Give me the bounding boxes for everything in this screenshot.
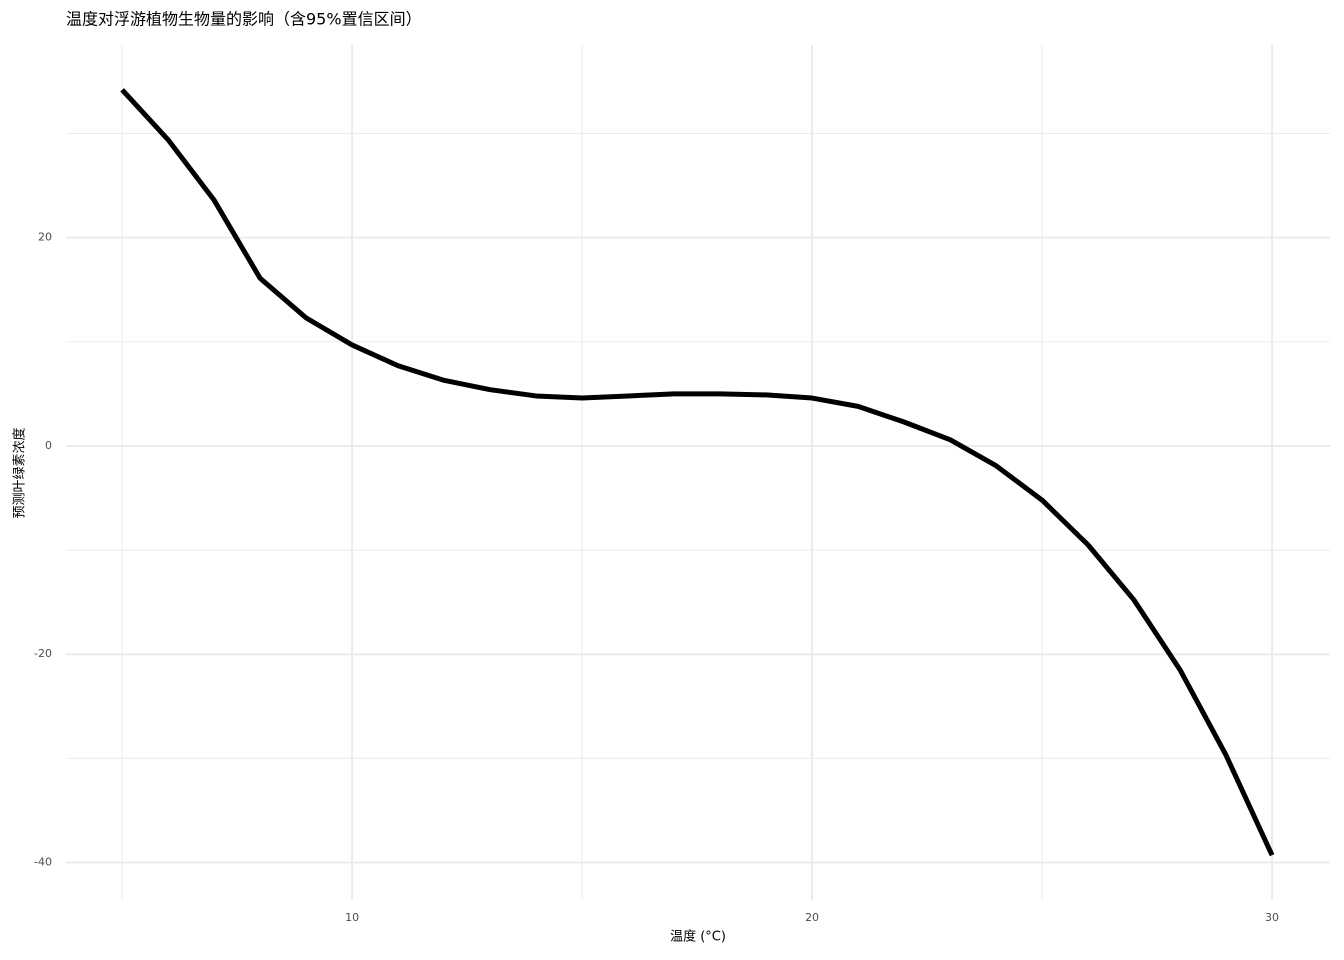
x-tick-label: 20 <box>805 911 819 924</box>
line <box>120 88 1275 857</box>
chart-title: 温度对浮游植物生物量的影响（含95%置信区间） <box>66 10 422 29</box>
y-tick-label: 0 <box>45 439 52 452</box>
y-tick-label: -20 <box>34 647 52 660</box>
x-tick-label: 10 <box>345 911 359 924</box>
y-axis-title: 预测叶绿素浓度 <box>12 427 28 518</box>
x-axis-title: 温度 (°C) <box>670 929 726 945</box>
y-tick-label: 20 <box>38 231 52 244</box>
y-tick-label: -40 <box>34 856 52 869</box>
x-tick-label: 30 <box>1265 911 1279 924</box>
